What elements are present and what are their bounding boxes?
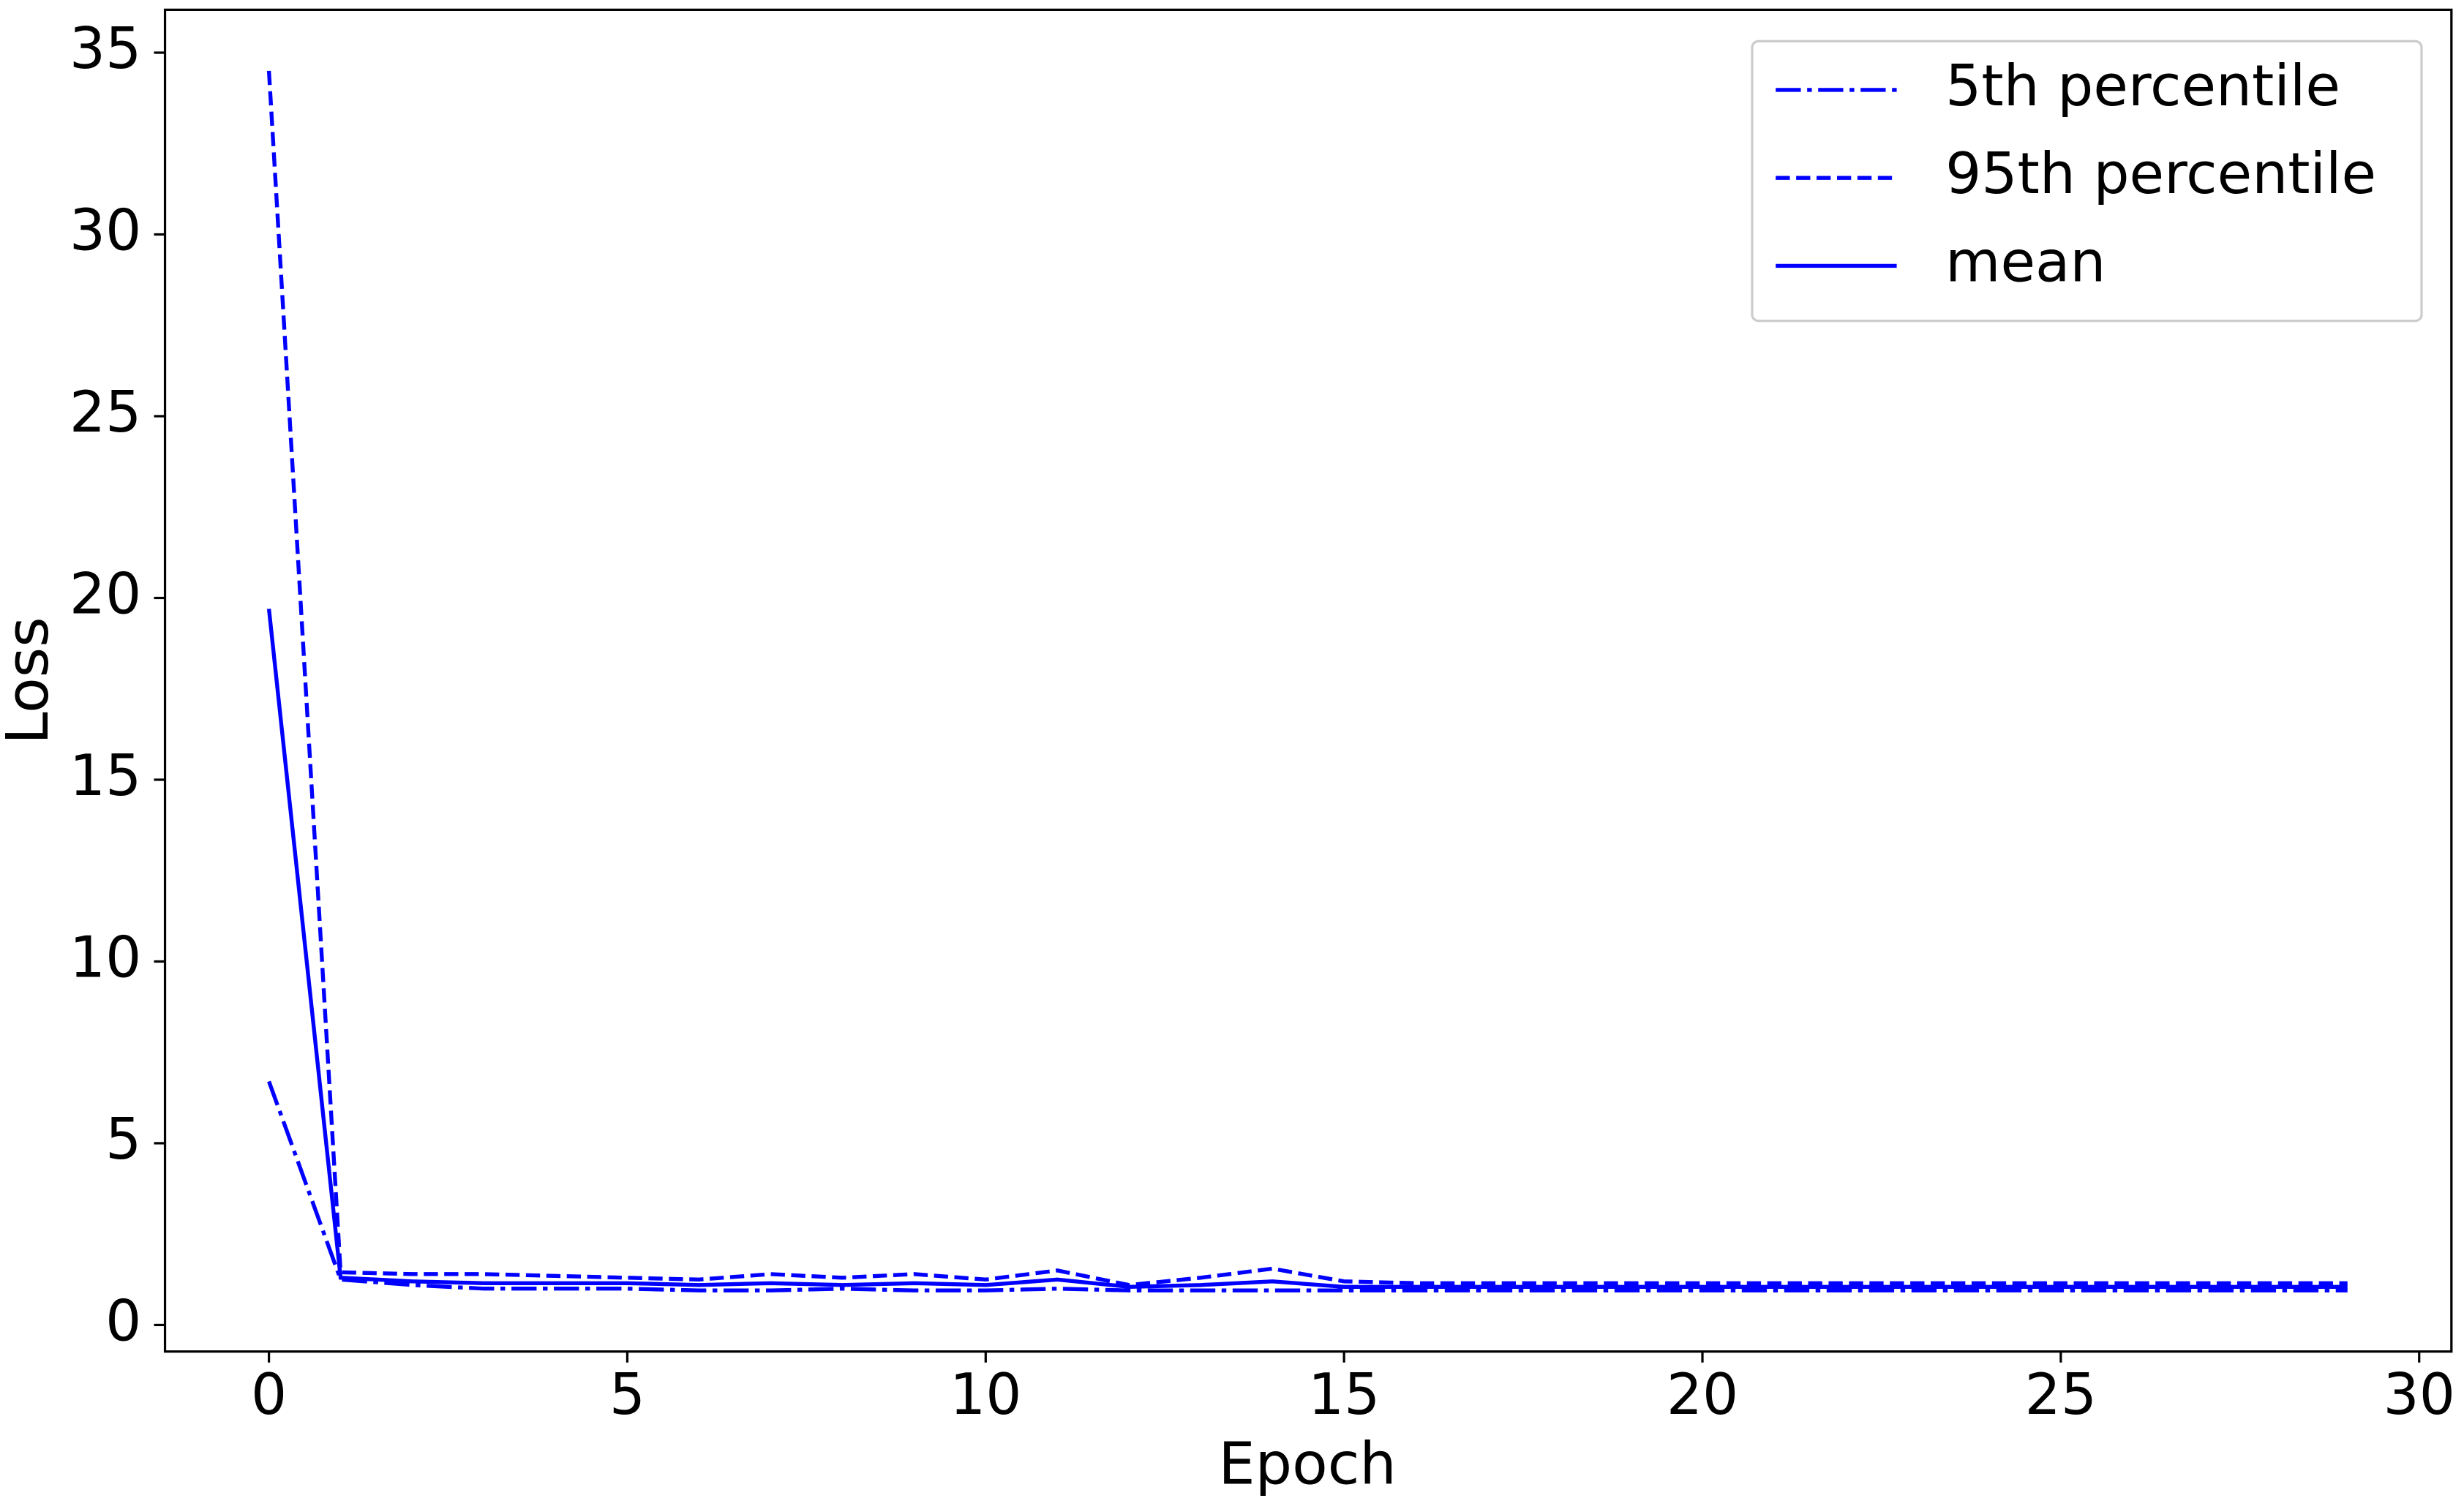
legend: 5th percentile 95th percentile mean <box>1751 39 2423 323</box>
y-tick-label: 15 <box>70 743 141 809</box>
plot-frame <box>163 8 2453 1353</box>
y-axis-label: Loss <box>0 617 61 744</box>
x-tick-label: 20 <box>1667 1362 1738 1428</box>
y-tick-label: 30 <box>70 197 141 263</box>
y-tick-label: 5 <box>105 1107 141 1173</box>
series-line <box>266 70 2348 1287</box>
y-tick-label: 20 <box>70 561 141 627</box>
y-tick-label: 25 <box>70 380 141 445</box>
y-tick-label: 35 <box>70 16 141 82</box>
x-tick-label: 0 <box>251 1362 287 1428</box>
x-tick-label: 10 <box>950 1362 1021 1428</box>
x-tick-label: 15 <box>1308 1362 1380 1428</box>
x-axis-label: Epoch <box>1218 1430 1396 1498</box>
x-tick-label: 5 <box>609 1362 645 1428</box>
legend-label: 95th percentile <box>1945 141 2376 207</box>
series-line <box>267 1080 2348 1292</box>
x-tick-label: 25 <box>2025 1362 2097 1428</box>
legend-label: 5th percentile <box>1945 53 2340 119</box>
x-tick-label: 30 <box>2384 1362 2455 1428</box>
y-tick-label: 10 <box>70 925 141 990</box>
legend-box <box>1751 39 2423 323</box>
y-tick-label: 0 <box>105 1288 141 1354</box>
legend-label: mean <box>1945 229 2106 295</box>
series-line <box>266 609 2348 1289</box>
